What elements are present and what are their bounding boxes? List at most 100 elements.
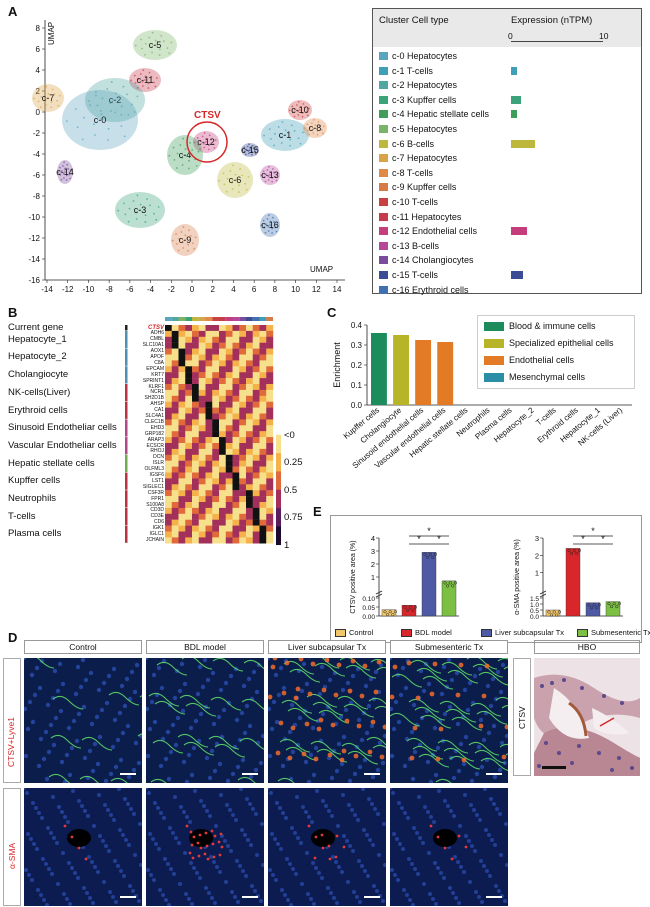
heatmap-cell bbox=[246, 537, 253, 544]
heatmap-cell bbox=[219, 395, 226, 402]
heatmap-cell bbox=[266, 478, 274, 485]
heatmap-cell bbox=[185, 348, 193, 355]
nucleus bbox=[57, 661, 63, 667]
nucleus bbox=[44, 862, 48, 866]
nucleus bbox=[64, 752, 70, 758]
nucleus bbox=[431, 897, 435, 901]
e-right-axis-break bbox=[539, 593, 547, 598]
heatmap-cell bbox=[178, 507, 186, 514]
umap-point bbox=[135, 211, 137, 214]
nucleus bbox=[422, 882, 426, 886]
umap-point bbox=[310, 122, 313, 124]
umap-point bbox=[154, 39, 157, 42]
scale-bar bbox=[120, 773, 136, 775]
umap-point bbox=[176, 152, 179, 155]
ctsv-signal bbox=[281, 690, 287, 696]
nucleus bbox=[254, 812, 258, 816]
nucleus bbox=[219, 793, 223, 797]
heatmap-cell bbox=[185, 342, 193, 349]
lyve1-signal bbox=[468, 741, 500, 756]
heatmap-cell bbox=[219, 437, 226, 444]
legend-row: c-3 Kupffer cells bbox=[379, 95, 456, 105]
nucleus bbox=[269, 726, 275, 732]
heatmap-cell bbox=[239, 401, 247, 408]
umap-point bbox=[60, 178, 63, 181]
heatmap-cell bbox=[165, 378, 172, 385]
umap-point bbox=[123, 202, 125, 205]
heatmap-cell bbox=[198, 484, 206, 491]
nucleus bbox=[400, 665, 406, 671]
umap-point bbox=[44, 104, 47, 106]
heatmap-cell bbox=[259, 354, 267, 361]
nucleus bbox=[36, 888, 40, 892]
ctsv-signal bbox=[268, 694, 273, 700]
ctsv-highlight-label: CTSV bbox=[194, 110, 221, 121]
lyve1-signal bbox=[337, 695, 369, 710]
umap-point bbox=[223, 183, 226, 186]
nucleus bbox=[418, 836, 422, 840]
nucleus bbox=[327, 677, 333, 683]
nucleus bbox=[317, 691, 323, 697]
nucleus bbox=[112, 717, 118, 723]
umap-point bbox=[140, 38, 142, 41]
lyve1-signal bbox=[435, 778, 452, 783]
heatmap-cell bbox=[259, 454, 267, 461]
nucleus bbox=[180, 708, 186, 714]
e-right-dot bbox=[547, 610, 551, 614]
heatmap-cluster-bar bbox=[205, 317, 213, 321]
umap-point bbox=[114, 92, 117, 95]
nucleus bbox=[73, 691, 79, 697]
umap-point bbox=[245, 188, 248, 191]
e-right-ytick-label: 0.0 bbox=[530, 614, 539, 621]
heatmap-cell bbox=[171, 519, 179, 526]
heatmap-cell bbox=[198, 460, 206, 467]
heatmap-cell bbox=[192, 378, 199, 385]
heatmap-gene-label: EHD3 bbox=[150, 424, 164, 431]
nucleus bbox=[390, 868, 394, 872]
nucleus bbox=[166, 776, 172, 782]
e-right-sig-star: * bbox=[591, 526, 595, 536]
umap-point bbox=[251, 144, 254, 147]
umap-point bbox=[144, 79, 146, 81]
heatmap-cell bbox=[178, 437, 186, 444]
nucleus bbox=[346, 880, 350, 884]
umap-point bbox=[67, 168, 70, 170]
heatmap-cell bbox=[252, 384, 260, 391]
nucleus bbox=[268, 788, 270, 790]
legend-row-label: c-10 T-cells bbox=[392, 197, 438, 207]
nucleus bbox=[251, 807, 255, 811]
legend-col1-header: Cluster Cell type bbox=[379, 15, 449, 26]
nucleus bbox=[366, 874, 370, 878]
heatmap-gene-label: CD3E bbox=[150, 513, 164, 520]
nucleus bbox=[280, 888, 284, 892]
lyve1-signal bbox=[156, 661, 188, 676]
umap-point bbox=[60, 170, 63, 173]
nucleus bbox=[340, 687, 346, 693]
nucleus bbox=[449, 809, 453, 813]
nucleus bbox=[139, 863, 142, 867]
umap-point bbox=[188, 229, 190, 232]
heatmap-cell bbox=[178, 513, 186, 520]
ctsv-signal bbox=[278, 720, 284, 726]
heatmap-cell bbox=[252, 502, 260, 509]
nucleus bbox=[164, 898, 168, 902]
nucleus bbox=[490, 676, 496, 682]
legend-row-label: c-1 T-cells bbox=[392, 65, 433, 76]
heatmap-cell bbox=[219, 425, 226, 432]
nucleus bbox=[177, 688, 183, 694]
nucleus bbox=[168, 826, 172, 830]
heatmap-colorbar-label: 0.25 bbox=[284, 457, 303, 469]
nucleus bbox=[443, 799, 447, 803]
heatmap-cell bbox=[171, 431, 179, 438]
e-right-ytick-label: 1 bbox=[535, 569, 539, 578]
nucleus bbox=[320, 711, 326, 717]
alpha-sma-signal bbox=[63, 824, 67, 828]
heatmap-cell bbox=[205, 519, 213, 526]
legend-swatch bbox=[379, 256, 388, 265]
umap-point bbox=[150, 46, 153, 49]
nucleus bbox=[204, 886, 208, 890]
umap-point bbox=[184, 234, 187, 237]
heatmap-group-label: T-cells bbox=[8, 510, 36, 522]
umap-point bbox=[194, 236, 197, 239]
umap-point bbox=[182, 247, 185, 249]
